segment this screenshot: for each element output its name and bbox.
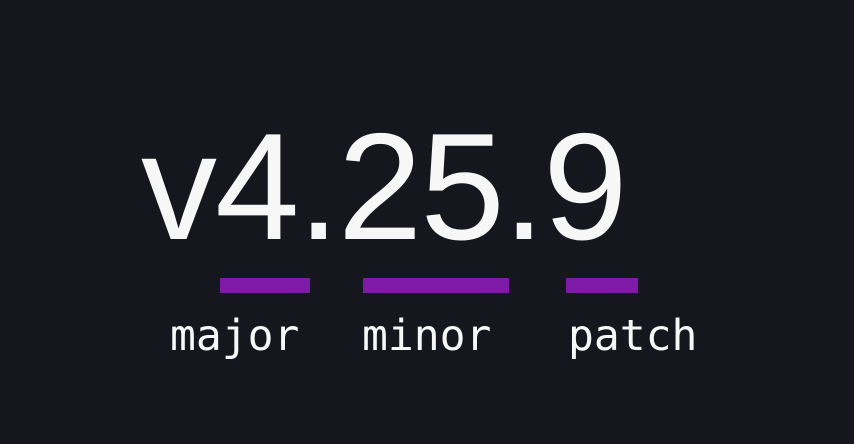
patch-number: 9: [543, 102, 628, 272]
dot-separator: .: [297, 102, 340, 272]
minor-underline-bar: [363, 278, 509, 293]
major-underline-bar: [220, 278, 310, 293]
major-label: major: [170, 311, 300, 361]
minor-label: minor: [362, 311, 492, 361]
dot-separator: .: [502, 102, 545, 272]
version-text: v4.25.9: [141, 111, 628, 263]
patch-label: patch: [568, 311, 698, 361]
minor-number: 25: [337, 102, 505, 272]
major-number: 4: [215, 102, 300, 272]
patch-underline-bar: [566, 278, 638, 293]
version-prefix: v: [141, 102, 217, 272]
